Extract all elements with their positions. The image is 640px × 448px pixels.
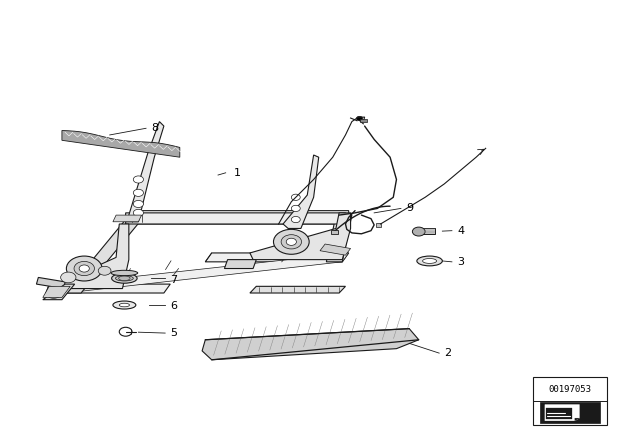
Circle shape: [281, 235, 301, 249]
Ellipse shape: [113, 301, 136, 309]
Text: 7: 7: [170, 275, 177, 284]
Text: 8: 8: [151, 123, 158, 133]
Polygon shape: [320, 244, 351, 255]
Circle shape: [133, 176, 143, 183]
Polygon shape: [65, 220, 141, 293]
Polygon shape: [225, 260, 256, 268]
Polygon shape: [132, 211, 349, 222]
Polygon shape: [62, 130, 180, 157]
Polygon shape: [376, 223, 381, 227]
Text: 4: 4: [457, 226, 464, 236]
Polygon shape: [125, 121, 164, 222]
Circle shape: [133, 209, 143, 216]
Polygon shape: [534, 377, 607, 425]
Polygon shape: [132, 217, 349, 224]
Polygon shape: [360, 119, 367, 122]
Polygon shape: [65, 253, 349, 293]
Ellipse shape: [111, 270, 138, 276]
Circle shape: [67, 256, 102, 281]
Circle shape: [356, 116, 363, 121]
Text: 5: 5: [170, 328, 177, 338]
Circle shape: [99, 266, 111, 275]
Polygon shape: [62, 224, 129, 289]
Polygon shape: [43, 286, 70, 297]
Polygon shape: [205, 253, 349, 262]
Polygon shape: [250, 213, 351, 260]
Circle shape: [291, 205, 300, 211]
Ellipse shape: [115, 276, 133, 281]
Circle shape: [74, 261, 95, 276]
Polygon shape: [331, 230, 338, 234]
Polygon shape: [202, 329, 419, 360]
Polygon shape: [575, 418, 579, 421]
Polygon shape: [546, 408, 572, 419]
Polygon shape: [36, 277, 65, 289]
Circle shape: [273, 229, 309, 254]
Polygon shape: [326, 215, 352, 262]
Circle shape: [61, 272, 76, 283]
Circle shape: [79, 265, 90, 272]
Circle shape: [286, 238, 296, 246]
Text: 2: 2: [444, 348, 451, 358]
Ellipse shape: [111, 273, 137, 283]
Polygon shape: [545, 405, 579, 421]
Polygon shape: [250, 286, 346, 293]
Circle shape: [46, 288, 61, 298]
Ellipse shape: [119, 303, 129, 307]
Text: 00197053: 00197053: [548, 385, 591, 394]
Text: 6: 6: [170, 302, 177, 311]
Circle shape: [291, 216, 300, 223]
Ellipse shape: [118, 276, 130, 280]
Text: 9: 9: [406, 203, 413, 213]
Circle shape: [133, 189, 143, 196]
Ellipse shape: [417, 256, 442, 266]
Text: 1: 1: [234, 168, 241, 178]
Ellipse shape: [422, 258, 436, 263]
Text: 3: 3: [457, 257, 464, 267]
Polygon shape: [283, 155, 319, 228]
Polygon shape: [417, 228, 435, 234]
Polygon shape: [43, 284, 75, 300]
Polygon shape: [540, 402, 600, 422]
Polygon shape: [125, 213, 346, 224]
Circle shape: [291, 194, 300, 200]
Circle shape: [133, 200, 143, 207]
Polygon shape: [46, 284, 170, 293]
Polygon shape: [113, 215, 141, 222]
Circle shape: [412, 227, 425, 236]
